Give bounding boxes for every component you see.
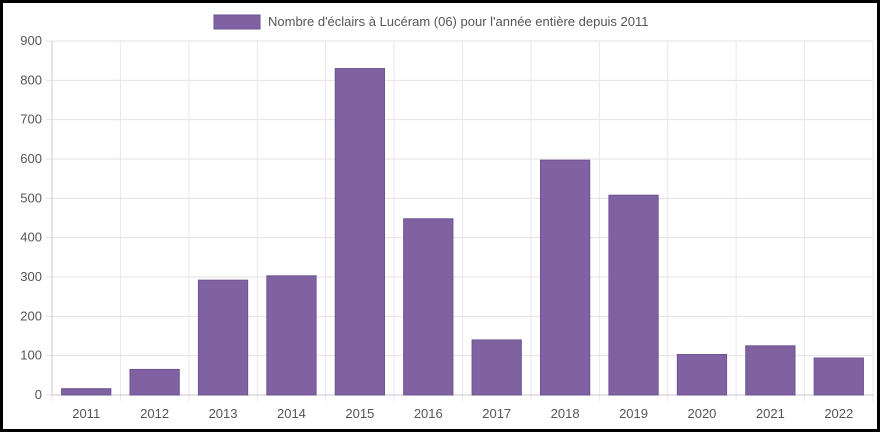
- legend-label: Nombre d'éclairs à Lucéram (06) pour l'a…: [268, 14, 649, 29]
- x-tick-label: 2014: [277, 406, 306, 421]
- y-tick-label: 900: [20, 33, 42, 48]
- y-tick-label: 400: [20, 230, 42, 245]
- bar-2015[interactable]: [334, 68, 386, 396]
- y-tick-label: 100: [20, 348, 42, 363]
- y-tick-label: 200: [20, 308, 42, 323]
- x-tick-label: 2016: [414, 406, 443, 421]
- grid-lines: [46, 40, 874, 401]
- y-tick-label: 600: [20, 151, 42, 166]
- bars: [61, 68, 864, 396]
- x-tick-label: 2011: [72, 406, 100, 421]
- bar-2017[interactable]: [471, 339, 522, 396]
- legend-swatch: [213, 14, 261, 30]
- x-tick-label: 2012: [140, 406, 169, 421]
- x-tick-label: 2013: [209, 406, 238, 421]
- x-tick-label: 2021: [756, 406, 785, 421]
- x-axis: 2011 2012 2013 2014 2015 2016 2017 2018 2019 2020…: [52, 394, 873, 421]
- legend[interactable]: Nombre d'éclairs à Lucéram (06) pour l'a…: [213, 14, 649, 30]
- y-tick-label: 500: [20, 190, 42, 205]
- x-tick-label: 2018: [551, 406, 580, 421]
- bar-2016[interactable]: [403, 218, 454, 396]
- bar-2019[interactable]: [608, 194, 659, 396]
- x-tick-label: 2022: [824, 406, 853, 421]
- y-tick-label: 300: [20, 269, 42, 284]
- x-tick-label: 2019: [619, 406, 648, 421]
- bar-2012[interactable]: [129, 368, 180, 396]
- bar-2018[interactable]: [539, 159, 591, 396]
- bar-2021[interactable]: [745, 345, 796, 396]
- bar-2011[interactable]: [61, 388, 112, 396]
- y-tick-label: 0: [35, 387, 42, 402]
- bar-2022[interactable]: [813, 357, 864, 396]
- x-tick-label: 2015: [345, 406, 374, 421]
- y-axis: 0 100 200 300 400 500 600 700 800 900: [20, 33, 53, 402]
- x-tick-label: 2017: [482, 406, 511, 421]
- bar-2013[interactable]: [197, 279, 249, 396]
- bar-2020[interactable]: [676, 353, 728, 396]
- x-tick-label: 2020: [687, 406, 716, 421]
- bar-2014[interactable]: [266, 275, 317, 396]
- y-tick-label: 700: [20, 112, 42, 127]
- y-tick-label: 800: [20, 72, 42, 87]
